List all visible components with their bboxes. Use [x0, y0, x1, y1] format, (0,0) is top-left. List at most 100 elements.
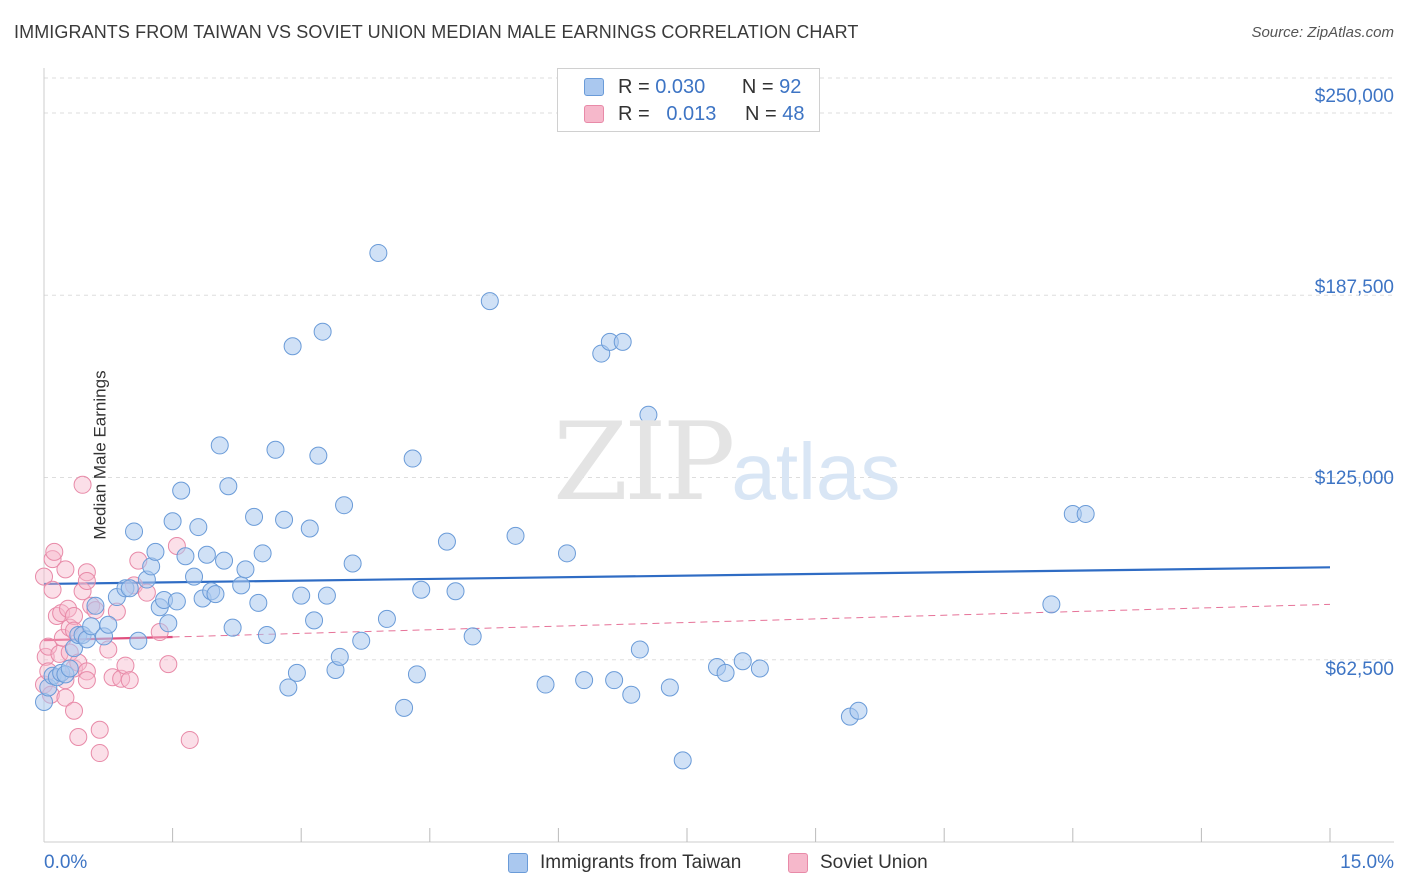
taiwan-point	[163, 512, 182, 531]
watermark-atlas: atlas	[731, 427, 901, 516]
taiwan-point	[176, 547, 195, 566]
watermark: ZIPatlas	[553, 400, 900, 525]
taiwan-point	[330, 647, 349, 666]
taiwan-point	[189, 518, 208, 537]
taiwan-point	[253, 544, 272, 563]
taiwan-point	[575, 671, 594, 690]
taiwan-point	[352, 631, 371, 650]
taiwan-point	[309, 446, 328, 465]
taiwan-point	[1042, 595, 1061, 614]
taiwan-point	[215, 551, 234, 570]
n-label: N =	[741, 75, 774, 98]
taiwan-point	[403, 449, 422, 468]
r-value: 0.030	[655, 75, 706, 98]
taiwan-point	[1076, 504, 1095, 523]
legend-row-taiwan: R = 0.030 N = 92	[584, 75, 801, 99]
taiwan-point	[463, 627, 482, 646]
soviet-union-point	[120, 671, 139, 690]
soviet-swatch	[584, 105, 604, 123]
soviet-union-point	[77, 572, 96, 591]
soviet-union-point	[116, 656, 135, 675]
soviet-union-point	[90, 720, 109, 739]
taiwan-point	[257, 625, 276, 644]
taiwan-point	[167, 592, 186, 611]
soviet-union-point	[39, 637, 58, 656]
r-value: 0.013	[666, 102, 717, 125]
taiwan-point	[395, 698, 414, 717]
taiwan-point	[60, 659, 79, 678]
taiwan-point	[536, 675, 555, 694]
taiwan-point	[343, 554, 362, 573]
soviet-union-point	[65, 701, 84, 720]
soviet-union-point	[56, 688, 75, 707]
taiwan-point	[506, 526, 525, 545]
taiwan-point	[673, 751, 692, 770]
y-tick-label: $250,000	[1314, 86, 1394, 107]
x-tick-label-min: 0.0%	[44, 852, 88, 873]
soviet-union-point	[69, 728, 88, 747]
y-tick-label: $62,500	[1325, 659, 1394, 680]
taiwan-point	[146, 542, 165, 561]
taiwan-point	[412, 580, 431, 599]
soviet-union-point	[36, 647, 55, 666]
taiwan-point	[197, 545, 216, 564]
taiwan-point	[480, 292, 499, 311]
soviet-union-point	[180, 730, 199, 749]
taiwan-point	[335, 496, 354, 515]
soviet-union-point	[65, 607, 84, 626]
taiwan-point	[437, 532, 456, 551]
taiwan-point	[249, 593, 268, 612]
taiwan-swatch	[584, 78, 604, 96]
taiwan-point	[750, 659, 769, 678]
soviet-legend-swatch	[788, 853, 808, 873]
soviet-union-point	[56, 560, 75, 579]
soviet-union-point	[73, 582, 92, 601]
x-tick-label-max: 15.0%	[1340, 852, 1394, 873]
taiwan-point	[266, 440, 285, 459]
legend-item-taiwan[interactable]: Immigrants from Taiwan	[508, 852, 741, 874]
soviet-union-point	[43, 550, 62, 569]
taiwan-point	[300, 519, 319, 538]
taiwan-point	[129, 631, 148, 650]
taiwan-point	[613, 332, 632, 351]
taiwan-point	[86, 596, 105, 615]
y-tick-label: $187,500	[1314, 277, 1394, 298]
taiwan-point	[185, 567, 204, 586]
chart-title: IMMIGRANTS FROM TAIWAN VS SOVIET UNION M…	[14, 22, 859, 42]
taiwan-point	[630, 640, 649, 659]
correlation-legend: R = 0.030 N = 92 R = 0.013 N = 48	[557, 68, 820, 132]
taiwan-point	[279, 678, 298, 697]
soviet-legend-label: Soviet Union	[820, 852, 928, 873]
taiwan-point	[849, 701, 868, 720]
n-value: 48	[782, 102, 805, 125]
taiwan-point	[232, 576, 251, 595]
taiwan-point	[219, 477, 238, 496]
n-label: N =	[745, 102, 777, 125]
taiwan-point	[287, 663, 306, 682]
legend-item-soviet[interactable]: Soviet Union	[788, 852, 928, 874]
x-tick-marks	[172, 828, 1331, 842]
taiwan-point	[313, 322, 332, 341]
soviet-union-point	[35, 567, 53, 586]
soviet-union-point	[43, 580, 62, 599]
taiwan-point	[639, 405, 658, 424]
soviet-union-point	[90, 744, 109, 763]
soviet-union-point	[159, 655, 178, 674]
taiwan-point	[660, 678, 679, 697]
taiwan-point	[317, 586, 336, 605]
taiwan-point	[605, 671, 624, 690]
taiwan-point	[622, 685, 641, 704]
legend-row-soviet: R = 0.013 N = 48	[584, 102, 805, 126]
axes	[43, 68, 1394, 843]
taiwan-point	[283, 337, 302, 356]
taiwan-point	[245, 507, 264, 526]
n-value: 92	[779, 75, 802, 98]
source-label: Source: ZipAtlas.com	[1251, 24, 1394, 41]
r-label: R =	[618, 75, 650, 98]
taiwan-point	[407, 665, 426, 684]
taiwan-point	[159, 614, 178, 633]
taiwan-point	[223, 618, 242, 637]
taiwan-point	[99, 615, 118, 634]
taiwan-point	[236, 560, 255, 579]
